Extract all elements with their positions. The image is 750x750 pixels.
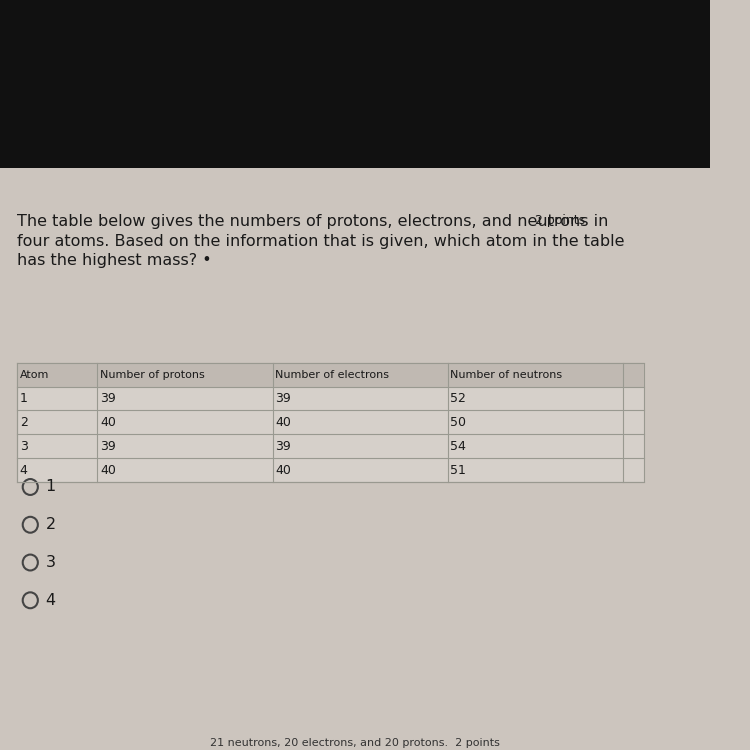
Bar xyxy=(0,0,710,168)
Text: 4: 4 xyxy=(46,592,56,608)
Text: 52: 52 xyxy=(451,392,466,405)
Text: 2: 2 xyxy=(46,518,56,532)
Text: 40: 40 xyxy=(100,416,116,429)
Text: 39: 39 xyxy=(100,440,116,453)
Text: four atoms. Based on the information that is given, which atom in the table: four atoms. Based on the information tha… xyxy=(17,233,625,248)
Text: 39: 39 xyxy=(275,440,291,453)
Text: has the highest mass? •: has the highest mass? • xyxy=(17,254,211,268)
Text: 39: 39 xyxy=(275,392,291,405)
Bar xyxy=(17,363,644,386)
Text: 40: 40 xyxy=(100,464,116,476)
Text: 40: 40 xyxy=(275,416,291,429)
Text: 4: 4 xyxy=(20,464,28,476)
Text: 40: 40 xyxy=(275,464,291,476)
Text: 50: 50 xyxy=(451,416,466,429)
Text: 3: 3 xyxy=(46,555,56,570)
Text: Number of neutrons: Number of neutrons xyxy=(451,370,562,380)
Text: 51: 51 xyxy=(451,464,466,476)
Text: The table below gives the numbers of protons, electrons, and neutrons in: The table below gives the numbers of pro… xyxy=(17,214,608,229)
Text: 21 neutrons, 20 electrons, and 20 protons.  2 points: 21 neutrons, 20 electrons, and 20 proton… xyxy=(210,739,500,748)
Text: 2 points: 2 points xyxy=(535,214,585,226)
Text: 3: 3 xyxy=(20,440,28,453)
Text: 54: 54 xyxy=(451,440,466,453)
Text: 1: 1 xyxy=(46,479,56,494)
Bar xyxy=(17,363,644,482)
Text: Number of protons: Number of protons xyxy=(100,370,205,380)
Text: 2: 2 xyxy=(20,416,28,429)
Text: Atom: Atom xyxy=(20,370,50,380)
Text: 1: 1 xyxy=(20,392,28,405)
Text: Number of electrons: Number of electrons xyxy=(275,370,389,380)
Text: 39: 39 xyxy=(100,392,116,405)
